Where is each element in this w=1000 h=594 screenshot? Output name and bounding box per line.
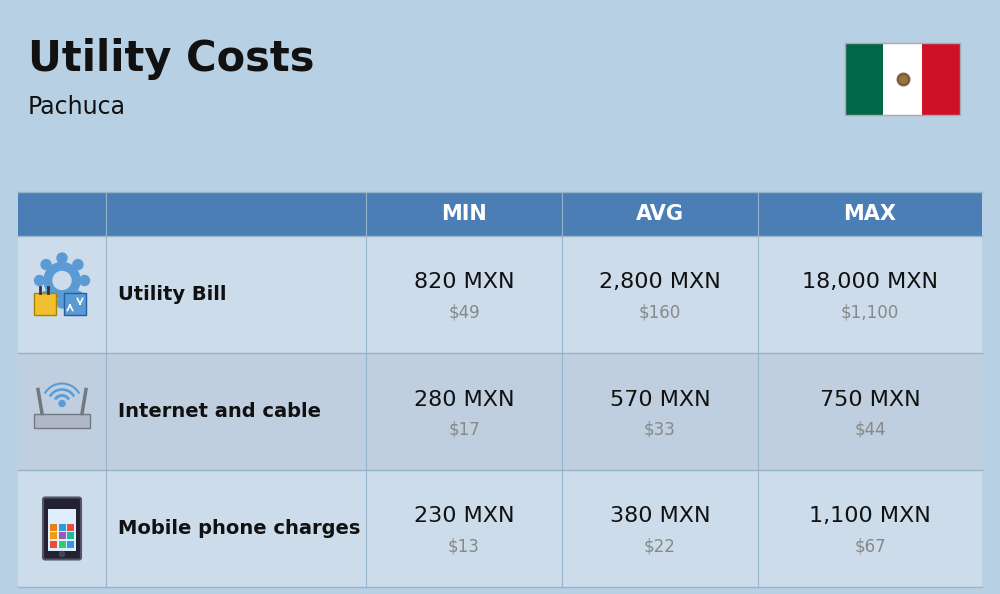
Text: Mobile phone charges: Mobile phone charges xyxy=(118,519,360,538)
Text: AVG: AVG xyxy=(636,204,684,224)
Bar xyxy=(58,541,66,548)
Bar xyxy=(18,192,982,236)
Text: 230 MXN: 230 MXN xyxy=(414,507,514,526)
Bar xyxy=(18,470,982,587)
Circle shape xyxy=(57,253,67,263)
Circle shape xyxy=(41,292,51,301)
Text: Pachuca: Pachuca xyxy=(28,95,126,119)
Text: MIN: MIN xyxy=(441,204,487,224)
Bar xyxy=(34,292,56,314)
Bar xyxy=(67,532,74,539)
Text: $1,100: $1,100 xyxy=(841,304,899,321)
FancyBboxPatch shape xyxy=(43,498,81,560)
Text: 280 MXN: 280 MXN xyxy=(414,390,514,409)
Circle shape xyxy=(60,551,64,557)
Bar xyxy=(18,353,982,470)
Circle shape xyxy=(44,263,80,299)
Bar xyxy=(67,541,74,548)
Circle shape xyxy=(73,292,83,301)
Bar xyxy=(50,523,57,530)
Text: $160: $160 xyxy=(639,304,681,321)
Circle shape xyxy=(80,276,90,286)
Text: 820 MXN: 820 MXN xyxy=(414,273,514,292)
Bar xyxy=(58,523,66,530)
Bar xyxy=(48,508,76,551)
Text: Utility Costs: Utility Costs xyxy=(28,38,314,80)
Bar xyxy=(845,43,960,115)
Bar xyxy=(64,292,86,314)
Text: $22: $22 xyxy=(644,538,676,555)
Text: 2,800 MXN: 2,800 MXN xyxy=(599,273,721,292)
Text: $67: $67 xyxy=(854,538,886,555)
Circle shape xyxy=(34,276,44,286)
Text: 380 MXN: 380 MXN xyxy=(610,507,710,526)
Text: 1,100 MXN: 1,100 MXN xyxy=(809,507,931,526)
Bar xyxy=(58,532,66,539)
Bar xyxy=(883,43,922,115)
Bar xyxy=(18,236,982,353)
Circle shape xyxy=(59,400,65,406)
Text: Internet and cable: Internet and cable xyxy=(118,402,321,421)
Circle shape xyxy=(57,298,67,308)
Text: $17: $17 xyxy=(448,421,480,438)
Bar xyxy=(845,43,883,115)
Circle shape xyxy=(73,260,83,270)
Text: Utility Bill: Utility Bill xyxy=(118,285,226,304)
Text: $13: $13 xyxy=(448,538,480,555)
Text: $44: $44 xyxy=(854,421,886,438)
Bar xyxy=(50,541,57,548)
Text: 18,000 MXN: 18,000 MXN xyxy=(802,273,938,292)
Text: $49: $49 xyxy=(448,304,480,321)
Text: $33: $33 xyxy=(644,421,676,438)
Text: MAX: MAX xyxy=(844,204,896,224)
Circle shape xyxy=(41,260,51,270)
Bar xyxy=(67,523,74,530)
Bar xyxy=(50,532,57,539)
Bar xyxy=(34,413,90,428)
Text: 570 MXN: 570 MXN xyxy=(610,390,710,409)
Circle shape xyxy=(53,271,71,289)
Bar xyxy=(922,43,960,115)
Text: 750 MXN: 750 MXN xyxy=(820,390,920,409)
